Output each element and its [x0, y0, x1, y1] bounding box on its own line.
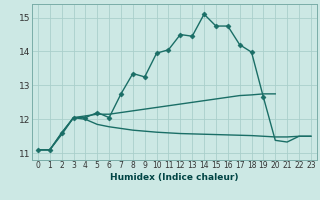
X-axis label: Humidex (Indice chaleur): Humidex (Indice chaleur) — [110, 173, 239, 182]
